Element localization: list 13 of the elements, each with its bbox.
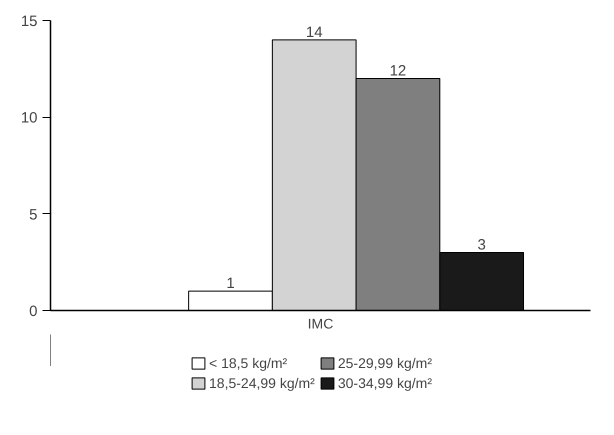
y-tick-label: 0	[29, 303, 38, 320]
y-tick-label: 15	[20, 13, 38, 30]
data-label: 3	[477, 236, 486, 254]
y-tick-label: 5	[29, 206, 38, 224]
legend-label: 25-29,99 kg/m²	[338, 355, 432, 371]
data-label: 14	[306, 24, 323, 41]
data-label: 1	[226, 275, 235, 292]
legend-label: 30-34,99 kg/m²	[338, 375, 432, 391]
legend-label: < 18,5 kg/m²	[209, 355, 288, 371]
x-axis-title: IMC	[308, 316, 334, 332]
legend-label: 18,5-24,99 kg/m²	[209, 375, 315, 391]
data-label: 12	[390, 62, 406, 80]
y-tick-label: 10	[20, 110, 38, 127]
